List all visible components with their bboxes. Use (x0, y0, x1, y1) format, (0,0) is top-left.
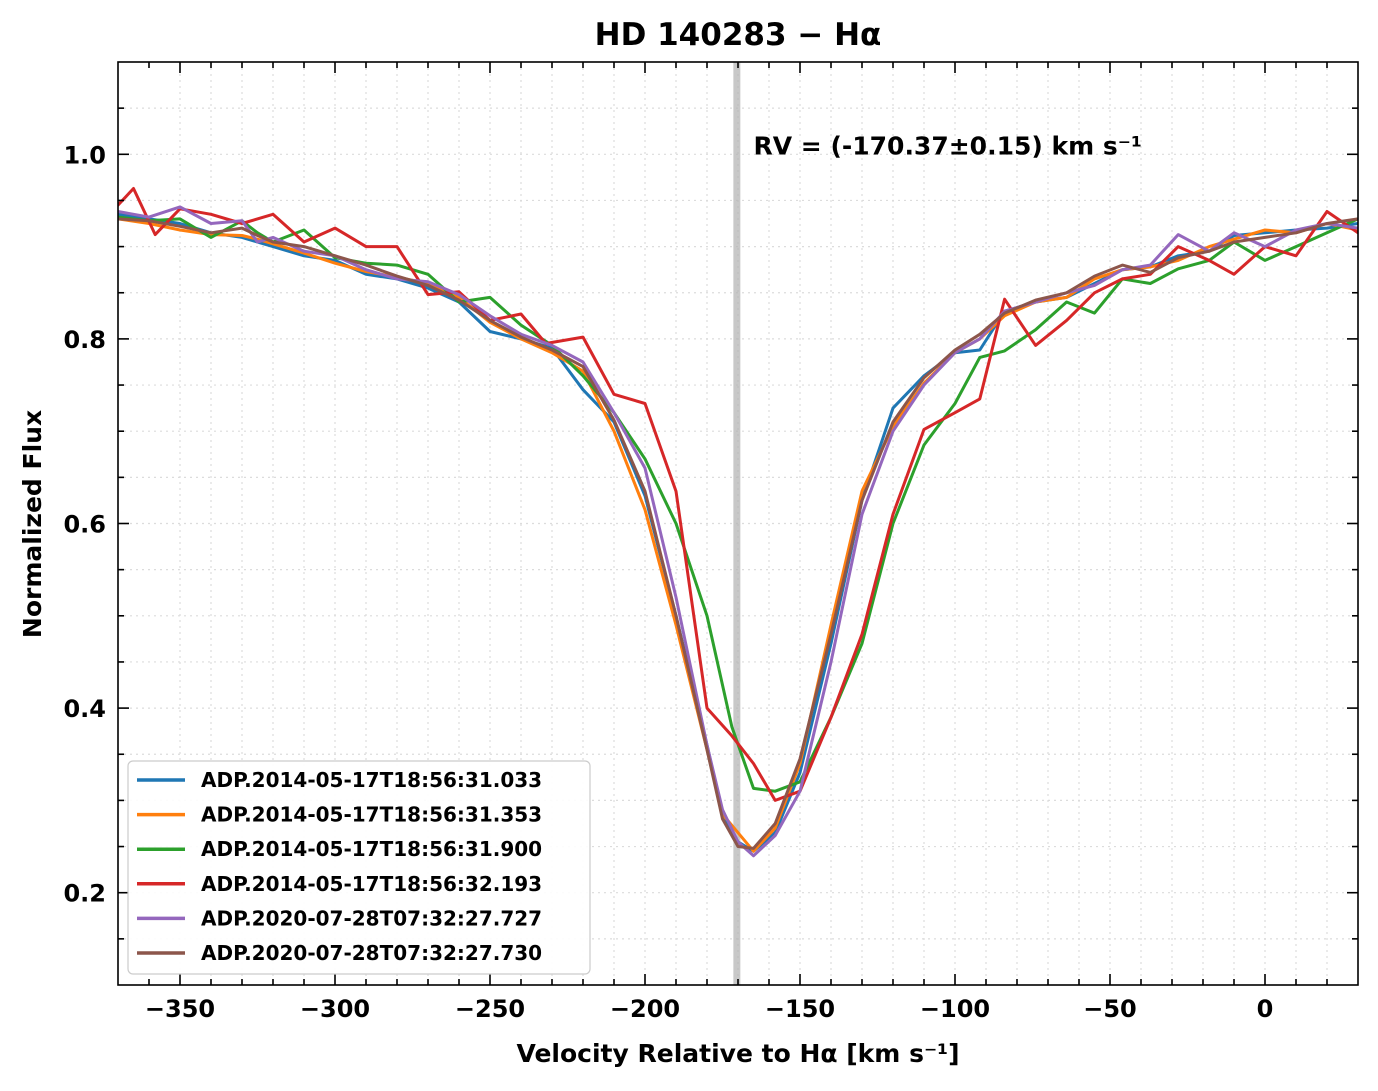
x-tick-label: −300 (300, 995, 370, 1023)
legend-label-3: ADP.2014-05-17T18:56:31.900 (201, 837, 542, 861)
legend-label-2: ADP.2014-05-17T18:56:31.353 (201, 803, 542, 827)
y-tick-label: 0.4 (63, 695, 106, 723)
x-tick-label: −200 (610, 995, 680, 1023)
x-axis-label: Velocity Relative to Hα [km s⁻¹] (516, 1039, 959, 1068)
x-tick-label: −250 (455, 995, 525, 1023)
series-lines (118, 187, 1358, 858)
y-axis-label: Normalized Flux (18, 410, 47, 638)
x-tick-label: −150 (765, 995, 835, 1023)
x-tick-label: −50 (1083, 995, 1137, 1023)
series-line-5 (118, 205, 1358, 858)
series-line-3 (118, 215, 1358, 793)
y-tick-labels: 0.2 0.4 0.6 0.8 1.0 (63, 141, 106, 907)
y-tick-label: 1.0 (63, 141, 106, 169)
x-tick-label: −350 (145, 995, 215, 1023)
series-line-6 (118, 217, 1358, 850)
axis-ticks (118, 62, 1358, 985)
x-tick-labels: −350 −300 −250 −200 −150 −100 −50 0 (145, 995, 1273, 1023)
y-tick-label: 0.2 (63, 880, 106, 908)
legend-label-6: ADP.2020-07-28T07:32:27.730 (201, 941, 542, 965)
chart-title: HD 140283 − Hα (595, 17, 882, 53)
legend: ADP.2014-05-17T18:56:31.033 ADP.2014-05-1… (127, 760, 591, 975)
x-tick-label: −100 (920, 995, 990, 1023)
series-line-4 (118, 187, 1358, 802)
x-tick-label: 0 (1257, 995, 1274, 1023)
legend-label-4: ADP.2014-05-17T18:56:32.193 (201, 872, 542, 896)
legend-label-5: ADP.2020-07-28T07:32:27.727 (201, 906, 542, 930)
legend-label-1: ADP.2014-05-17T18:56:31.033 (201, 768, 542, 792)
legend-box (127, 760, 591, 975)
y-tick-label: 0.6 (63, 511, 106, 539)
rv-annotation: RV = (-170.37±0.15) km s⁻¹ (754, 131, 1142, 160)
y-tick-label: 0.8 (63, 326, 106, 354)
